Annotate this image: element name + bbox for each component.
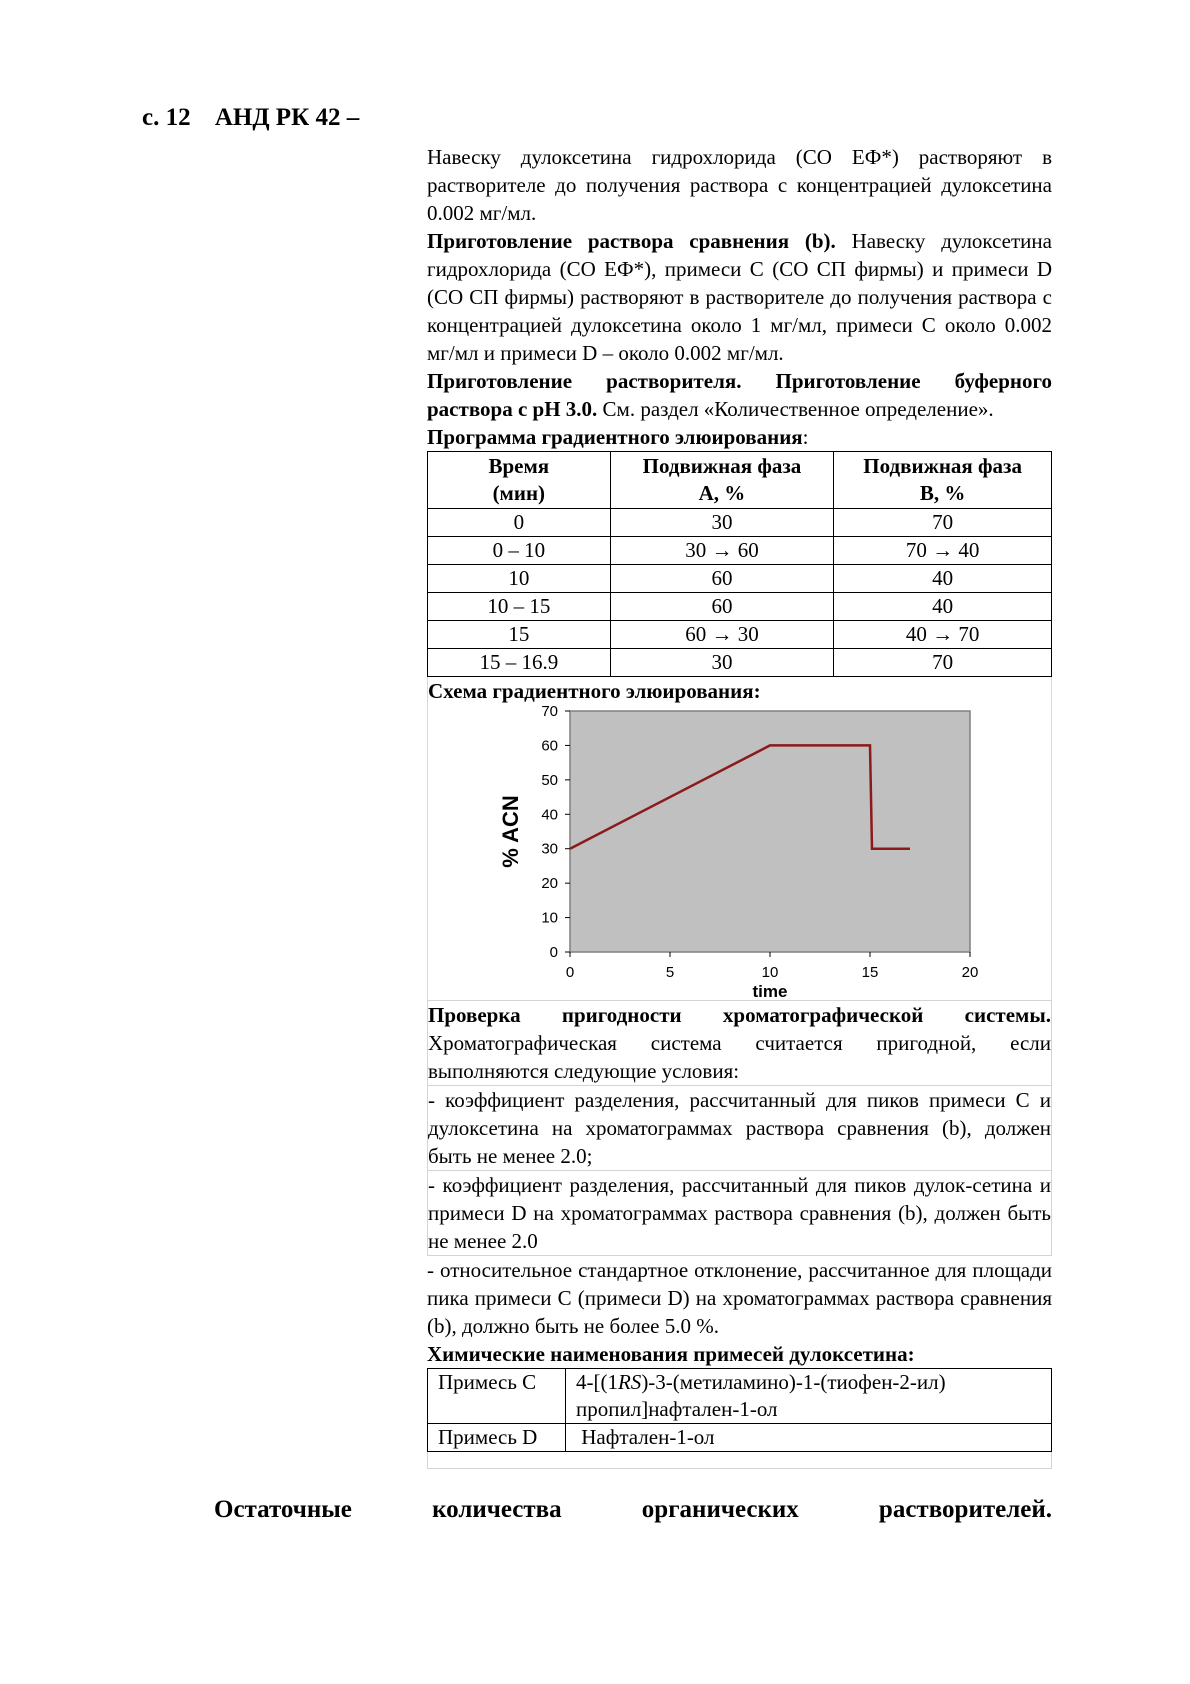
table-cell: 40 — [833, 564, 1052, 593]
table-cell: 10 — [427, 564, 611, 593]
gradient-scheme-heading: Схема градиентного элюирования: — [428, 679, 761, 703]
suitability-condition: - коэффициент разделения, рассчитанный д… — [428, 1173, 1051, 1253]
y-tick-label: 0 — [550, 944, 558, 961]
gradient-chart-svg: 0 10 20 30 40 50 60 70 0 5 10 15 20 time % ACN — [498, 705, 979, 1000]
table-row: 10 60 40 — [427, 564, 1052, 593]
table-row: 15 – 16.9 30 70 — [427, 648, 1052, 677]
table-cell: 40 — [833, 592, 1052, 621]
y-tick-label: 10 — [541, 910, 558, 927]
table-cell: 0 — [427, 508, 611, 537]
suitability-condition: - коэффициент разделения, рассчитанный д… — [428, 1088, 1051, 1168]
table-cell: 15 – 16.9 — [427, 648, 611, 677]
gradient-scheme-title: Схема градиентного элюирования: — [428, 677, 1051, 705]
x-tick-label: 15 — [862, 964, 879, 981]
suitability-condition: - относительное стандартное отклонение, … — [427, 1258, 1052, 1338]
gradient-program-heading: Программа градиентного элюирования — [427, 425, 803, 449]
gradient-program-title: Программа градиентного элюирования: — [427, 423, 1052, 451]
gradient-program-colon: : — [802, 425, 809, 449]
table-cell: 30 — [609, 508, 835, 537]
impurity-name: Примесь D — [427, 1423, 566, 1452]
solvent-text: См. раздел «Количественное определение». — [597, 397, 994, 421]
gradient-table: Время (мин) Подвижная фаза А, % Подвижная … — [427, 451, 1052, 677]
table-cell: 30 — [609, 648, 835, 677]
table-row: 10 – 15 60 40 — [427, 592, 1052, 621]
table-cell: 10 – 15 — [427, 592, 611, 621]
table-row: 15 60 → 30 40 → 70 — [427, 620, 1052, 649]
suitability-heading: Проверка пригодности хроматографической … — [428, 1003, 1051, 1027]
x-tick-label: 20 — [962, 964, 979, 981]
plot-area — [569, 710, 971, 953]
impurities-table-spacer — [427, 1452, 1052, 1469]
reference-solution-heading: Приготовление раствора сравнения (b). — [427, 229, 836, 253]
impurities-table: Примесь С 4-[(1RS)-3-(метиламино)-1-(тио… — [427, 1368, 1052, 1452]
impurity-chemical-name: Нафтален-1-ол — [565, 1423, 1052, 1452]
y-axis-label: % ACN — [498, 795, 523, 868]
impurity-chemical-name: 4-[(1RS)-3-(метиламино)-1-(тиофен-2-ил) … — [565, 1368, 1052, 1424]
table-cell: 40 → 70 — [833, 620, 1052, 649]
y-tick-label: 70 — [541, 705, 558, 720]
impurities-title: Химические наименования примесей дулоксе… — [427, 1340, 1052, 1368]
y-tick-label: 30 — [541, 841, 558, 858]
residual-solvents-heading: Остаточные количества органических раств… — [214, 1496, 1052, 1523]
table-cell: 70 — [833, 648, 1052, 677]
x-tick-label: 10 — [762, 964, 779, 981]
table-cell: 30 → 60 — [609, 536, 835, 565]
table-cell: 15 — [427, 620, 611, 649]
y-tick-label: 50 — [541, 772, 558, 789]
impurities-heading: Химические наименования примесей дулоксе… — [427, 1342, 915, 1366]
x-tick-label: 5 — [666, 964, 674, 981]
gradient-table-header-row: Время (мин) Подвижная фаза А, % Подвижная … — [427, 451, 1052, 509]
document-code: АНД РК 42 – — [214, 104, 360, 131]
paragraph-test-solution: Навеску дулоксетина гидрохлорида (СО ЕФ*… — [427, 145, 1052, 225]
table-cell: 70 → 40 — [833, 536, 1052, 565]
suitability-text: Хроматографическая система считается при… — [428, 1031, 1051, 1083]
header-time: Время (мин) — [427, 451, 611, 509]
page-header: с. 12 АНД РК 42 – — [142, 104, 359, 132]
table-row: Примесь С 4-[(1RS)-3-(метиламино)-1-(тио… — [427, 1368, 1052, 1424]
y-tick-label: 40 — [541, 806, 558, 823]
header-phase-b: Подвижная фаза В, % — [833, 451, 1052, 509]
table-cell: 70 — [833, 508, 1052, 537]
gradient-scheme-box: Схема градиентного элюирования: 0 10 20 30 4… — [427, 677, 1052, 1000]
paragraph-reference-solution: Приготовление раствора сравнения (b). На… — [427, 227, 1052, 367]
gradient-chart: 0 10 20 30 40 50 60 70 0 5 10 15 20 time % ACN — [428, 705, 1053, 1000]
solvent-heading: Приготовление растворителя. Приготовлени… — [427, 369, 1052, 421]
suitability-item-2: - коэффициент разделения, рассчитанный д… — [427, 1170, 1052, 1256]
table-row: 0 – 10 30 → 60 70 → 40 — [427, 536, 1052, 565]
y-tick-label: 60 — [541, 737, 558, 754]
reference-solution-text: Навеску дулоксетина гидрохлорида (СО ЕФ*… — [427, 229, 1052, 365]
suitability-block: Проверка пригодности хроматографической … — [427, 1000, 1052, 1085]
x-axis-label: time — [753, 982, 788, 1000]
table-row: 0 30 70 — [427, 508, 1052, 537]
header-phase-a: Подвижная фаза А, % — [609, 451, 835, 509]
table-cell: 60 → 30 — [609, 620, 835, 649]
page-number: с. 12 — [142, 104, 191, 131]
table-cell: 60 — [609, 592, 835, 621]
suitability-item-1: - коэффициент разделения, рассчитанный д… — [427, 1085, 1052, 1170]
y-tick-label: 20 — [541, 875, 558, 892]
table-cell: 60 — [609, 564, 835, 593]
impurity-name: Примесь С — [427, 1368, 566, 1424]
paragraph-solvent: Приготовление растворителя. Приготовлени… — [427, 367, 1052, 423]
table-row: Примесь D Нафтален-1-ол — [427, 1423, 1052, 1452]
suitability-paragraph: Проверка пригодности хроматографической … — [428, 1001, 1051, 1085]
series-line — [569, 744, 910, 850]
table-cell: 0 – 10 — [427, 536, 611, 565]
main-column: Навеску дулоксетина гидрохлорида (СО ЕФ*… — [427, 143, 1052, 1469]
x-tick-label: 0 — [566, 964, 574, 981]
